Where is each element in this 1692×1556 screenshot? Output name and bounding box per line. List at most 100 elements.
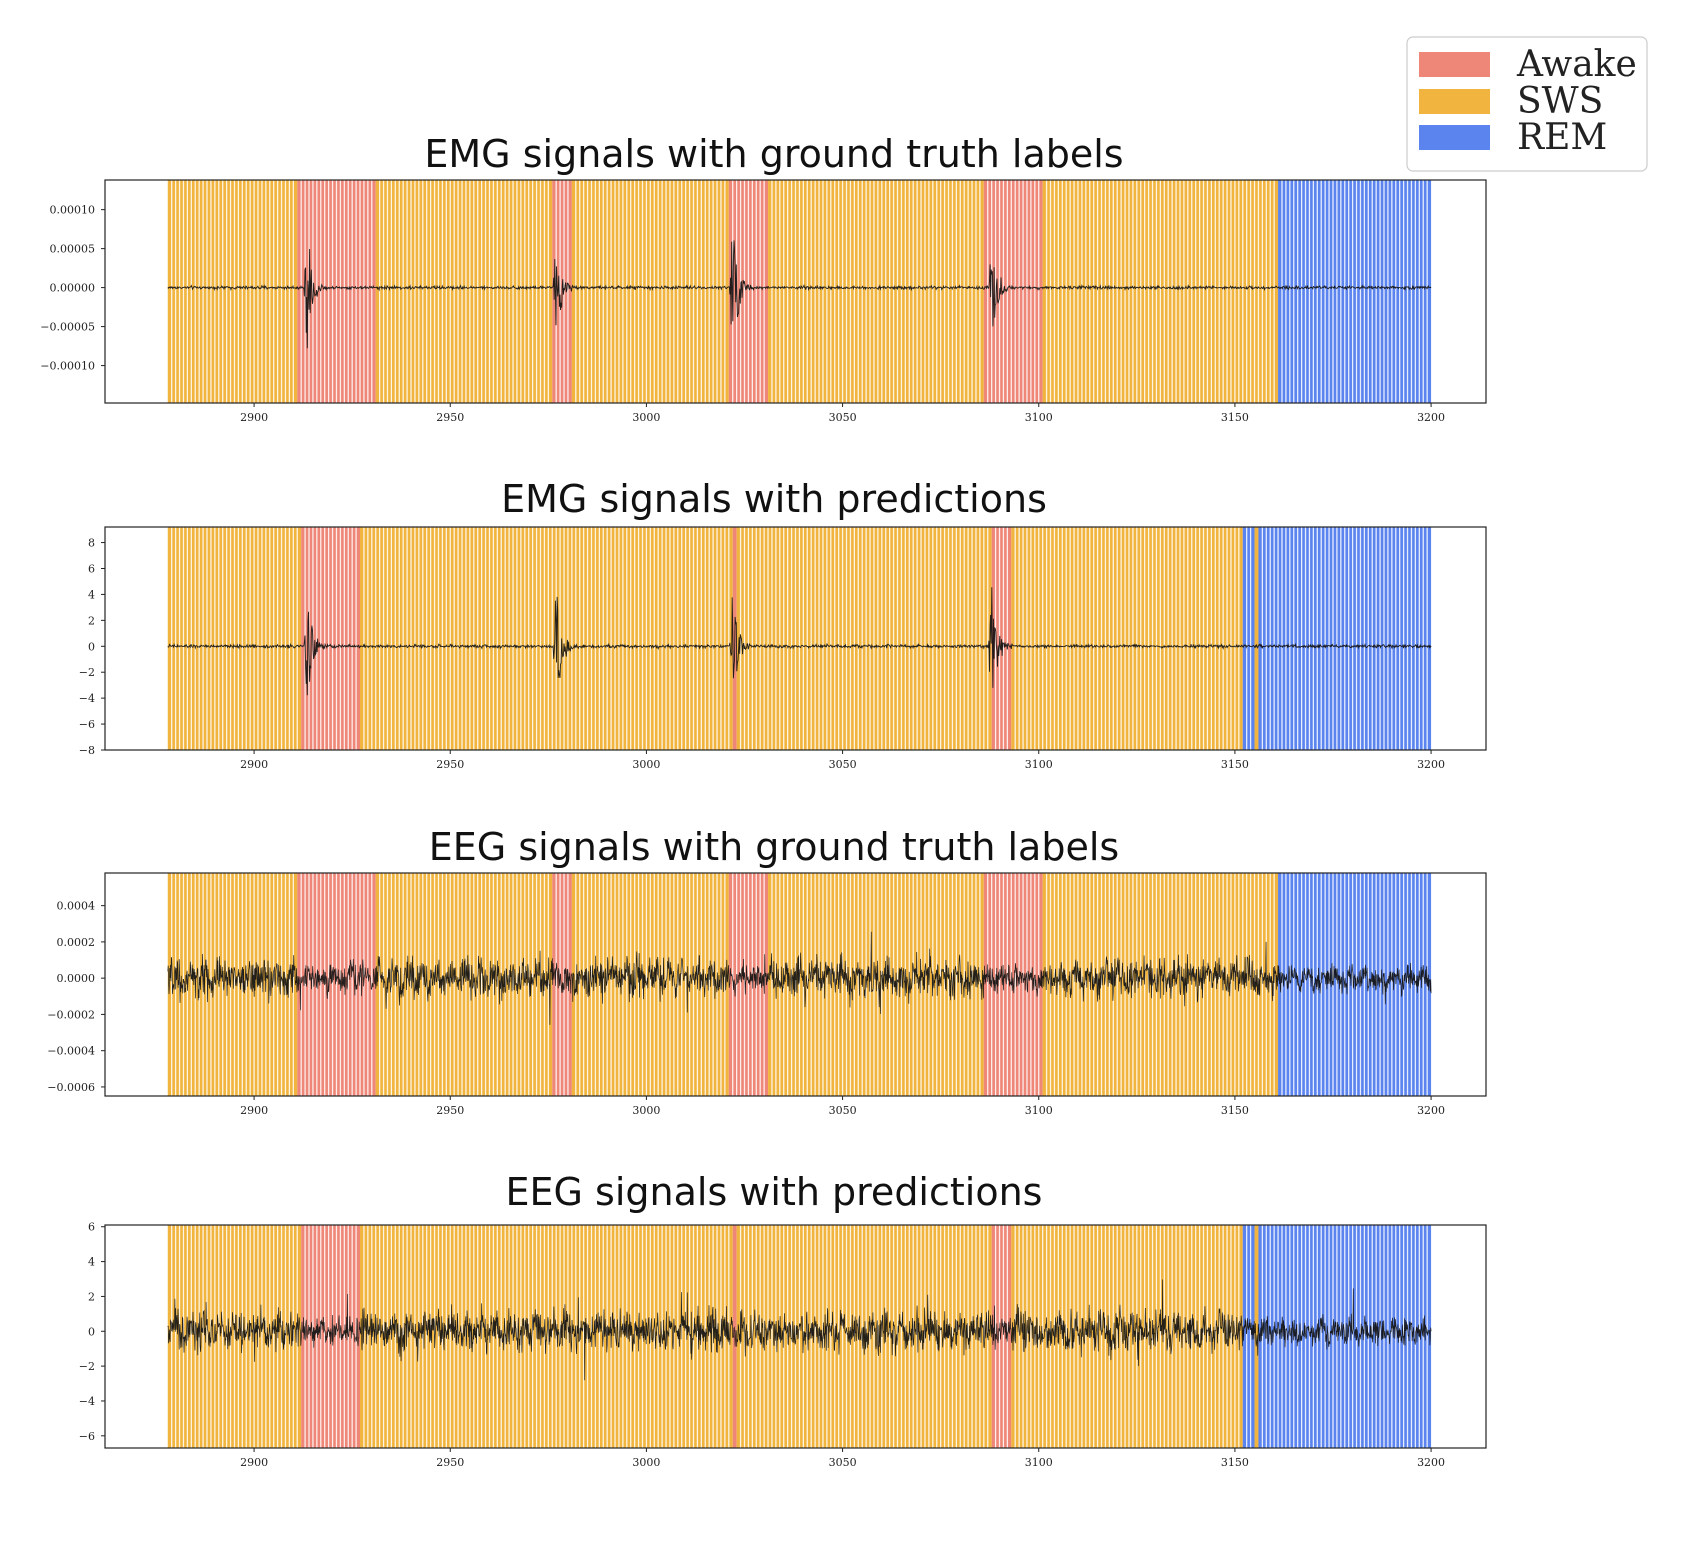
- y-tick-label: −0.0006: [47, 1081, 95, 1094]
- y-tick-label: −4: [79, 692, 95, 705]
- band-sws: [375, 180, 553, 403]
- band-sws: [1011, 1225, 1243, 1448]
- y-tick-label: 6: [88, 562, 95, 575]
- y-tick-label: −0.0002: [47, 1008, 95, 1021]
- y-tick-label: −6: [79, 1430, 95, 1443]
- x-tick-label: 3050: [829, 1456, 857, 1469]
- legend-label-sws: SWS: [1517, 81, 1603, 122]
- signal-line: [167, 240, 1432, 349]
- y-axis-ticks: −6 −4 −2 0 2 4 6: [79, 1221, 105, 1443]
- y-tick-label: −0.0004: [47, 1045, 95, 1058]
- x-tick-label: 3150: [1221, 1456, 1249, 1469]
- y-tick-label: −2: [79, 666, 95, 679]
- legend: Awake SWS REM: [1406, 36, 1648, 172]
- plot-frame: [104, 1224, 1487, 1449]
- y-tick-label: 2: [88, 1290, 95, 1303]
- band-rem: [1258, 527, 1432, 750]
- x-tick-label: 2950: [436, 758, 464, 771]
- y-tick-label: 4: [88, 1256, 95, 1269]
- x-tick-label: 3050: [829, 411, 857, 424]
- x-tick-label: 3000: [632, 1456, 660, 1469]
- plot-frame: [104, 179, 1487, 404]
- x-tick-label: 3000: [632, 411, 660, 424]
- x-axis-ticks: 2900 2950 3000 3050 3100 3150 3200: [240, 1096, 1445, 1117]
- y-tick-label: 0: [88, 1325, 95, 1338]
- y-tick-label: 0.00010: [50, 204, 96, 217]
- signal-trace: [167, 240, 1432, 349]
- panel-title: EEG signals with ground truth labels: [429, 825, 1119, 869]
- legend-swatch-sws: [1419, 89, 1490, 114]
- x-axis-ticks: 2900 2950 3000 3050 3100 3150 3200: [240, 1448, 1445, 1469]
- label-bands: [167, 180, 1432, 403]
- y-tick-label: 8: [88, 537, 95, 550]
- x-tick-label: 3150: [1221, 411, 1249, 424]
- x-tick-label: 3000: [632, 758, 660, 771]
- x-tick-label: 3100: [1025, 758, 1053, 771]
- x-tick-label: 2950: [436, 411, 464, 424]
- band-sws: [167, 180, 298, 403]
- band-sws: [1254, 1225, 1259, 1448]
- y-tick-label: −6: [79, 718, 95, 731]
- x-tick-label: 3200: [1417, 1104, 1445, 1117]
- band-sws: [360, 527, 733, 750]
- band-sws: [571, 180, 729, 403]
- plot-frame: [104, 872, 1487, 1097]
- x-tick-label: 2900: [240, 758, 268, 771]
- y-tick-label: 0.0000: [57, 972, 96, 985]
- signal-line: [167, 1279, 1432, 1381]
- y-tick-label: 0.0004: [57, 900, 96, 913]
- y-tick-label: 6: [88, 1221, 95, 1234]
- band-awake: [728, 180, 769, 403]
- y-tick-label: 0: [88, 640, 95, 653]
- x-tick-label: 3200: [1417, 411, 1445, 424]
- x-tick-label: 3050: [829, 1104, 857, 1117]
- x-tick-label: 2900: [240, 1104, 268, 1117]
- x-tick-label: 2950: [436, 1456, 464, 1469]
- x-axis-ticks: 2900 2950 3000 3050 3100 3150 3200: [240, 750, 1445, 771]
- x-tick-label: 3150: [1221, 1104, 1249, 1117]
- x-tick-label: 3050: [829, 758, 857, 771]
- panel-title: EMG signals with ground truth labels: [424, 132, 1123, 176]
- x-tick-label: 3100: [1025, 1456, 1053, 1469]
- x-tick-label: 3200: [1417, 1456, 1445, 1469]
- band-rem: [1242, 1225, 1255, 1448]
- x-tick-label: 2900: [240, 411, 268, 424]
- y-tick-label: 0.00005: [50, 243, 96, 256]
- y-tick-label: 2: [88, 614, 95, 627]
- band-sws: [375, 873, 553, 1096]
- band-rem: [1278, 180, 1432, 403]
- x-tick-label: 3200: [1417, 758, 1445, 771]
- panel-eeg-predictions: EEG signals with predictions 2900 2950 300…: [79, 1170, 1487, 1469]
- y-tick-label: 0.0002: [57, 936, 96, 949]
- legend-label-rem: REM: [1517, 117, 1607, 158]
- band-rem: [1242, 527, 1255, 750]
- signal-trace: [167, 587, 1432, 696]
- y-tick-label: −0.00010: [40, 360, 95, 373]
- legend-label-awake: Awake: [1516, 44, 1637, 85]
- label-bands: [167, 1225, 1432, 1448]
- panel-emg-ground-truth: EMG signals with ground truth labels 290…: [40, 132, 1487, 424]
- band-sws: [768, 873, 984, 1096]
- panel-title: EMG signals with predictions: [501, 477, 1047, 521]
- y-tick-label: −0.00005: [40, 321, 95, 334]
- y-axis-ticks: −8 −6 −4 −2 0 2 4 6 8: [79, 537, 105, 757]
- x-tick-label: 2900: [240, 1456, 268, 1469]
- plot-frame: [104, 526, 1487, 751]
- band-awake: [991, 1225, 1012, 1448]
- x-tick-label: 3000: [632, 1104, 660, 1117]
- x-tick-label: 2950: [436, 1104, 464, 1117]
- signal-line: [167, 931, 1432, 1025]
- band-awake: [301, 527, 361, 750]
- y-tick-label: 4: [88, 588, 95, 601]
- y-tick-label: 0.00000: [50, 282, 96, 295]
- y-tick-label: −8: [79, 744, 95, 757]
- signal-trace: [167, 1279, 1432, 1381]
- band-awake: [297, 180, 376, 403]
- band-sws: [167, 527, 302, 750]
- signal-trace: [167, 931, 1432, 1025]
- legend-swatch-awake: [1419, 52, 1490, 77]
- x-tick-label: 3150: [1221, 758, 1249, 771]
- band-rem: [1278, 873, 1432, 1096]
- band-sws: [1254, 527, 1259, 750]
